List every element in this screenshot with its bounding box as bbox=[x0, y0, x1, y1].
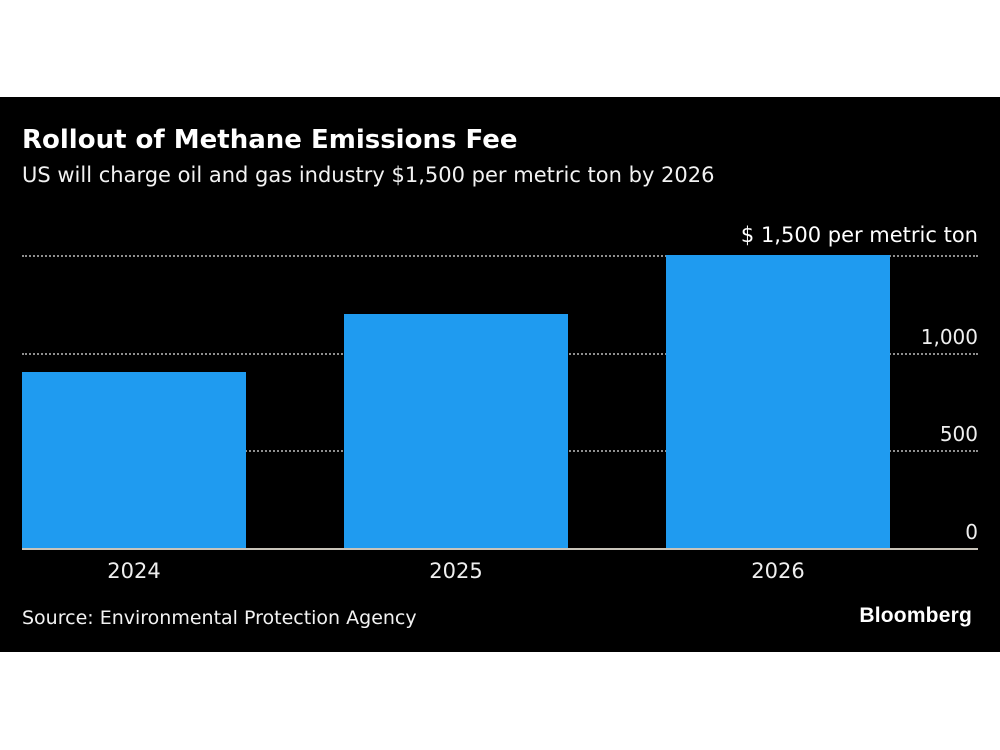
xlabel-2025: 2025 bbox=[429, 559, 483, 583]
value-annotation: $ 1,500 per metric ton bbox=[740, 223, 978, 247]
ytick-1,000: 1,000 bbox=[920, 325, 978, 349]
ytick-0: 0 bbox=[965, 520, 978, 544]
chart-subtitle: US will charge oil and gas industry $1,5… bbox=[22, 163, 715, 187]
bar-2025 bbox=[344, 314, 568, 548]
xlabel-2026: 2026 bbox=[751, 559, 805, 583]
bar-2026 bbox=[666, 255, 890, 548]
chart-card: Rollout of Methane Emissions Fee US will… bbox=[0, 97, 1000, 652]
xlabel-2024: 2024 bbox=[107, 559, 161, 583]
chart-title: Rollout of Methane Emissions Fee bbox=[22, 125, 518, 155]
bar-2024 bbox=[22, 372, 246, 548]
plot-area: $ 1,500 per metric ton 0 500 1,000 2024 2025… bbox=[0, 97, 1000, 652]
bloomberg-logo: Bloomberg bbox=[859, 604, 972, 627]
x-axis-baseline bbox=[22, 548, 978, 550]
source-note: Source: Environmental Protection Agency bbox=[22, 607, 417, 629]
ytick-500: 500 bbox=[939, 422, 978, 446]
gridline-1500 bbox=[22, 255, 978, 257]
